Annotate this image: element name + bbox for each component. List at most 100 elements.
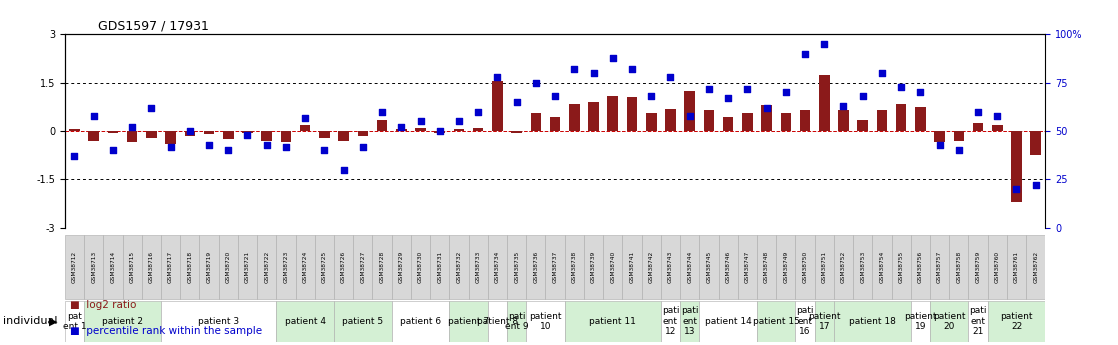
Bar — [146, 131, 157, 138]
Bar — [126, 131, 138, 142]
Text: pati
ent
16: pati ent 16 — [796, 306, 814, 336]
Text: GSM38721: GSM38721 — [245, 250, 250, 283]
Point — [411, 119, 429, 124]
Bar — [262, 131, 272, 141]
Bar — [238, 235, 257, 299]
Bar — [165, 131, 176, 144]
Point — [430, 128, 448, 134]
Text: GSM38751: GSM38751 — [822, 250, 826, 283]
Bar — [872, 235, 891, 299]
Point — [623, 67, 641, 72]
Text: GSM38715: GSM38715 — [130, 250, 134, 283]
Text: GSM38717: GSM38717 — [168, 250, 173, 283]
Text: GSM38762: GSM38762 — [1033, 250, 1039, 283]
Text: pati
ent
13: pati ent 13 — [681, 306, 699, 336]
Text: GSM38756: GSM38756 — [918, 250, 922, 283]
Text: GSM38730: GSM38730 — [418, 250, 423, 283]
Text: patient 15: patient 15 — [752, 317, 799, 326]
Text: GSM38714: GSM38714 — [111, 250, 115, 283]
Bar — [358, 131, 368, 136]
Text: patient
19: patient 19 — [904, 312, 937, 331]
Text: ▶: ▶ — [49, 316, 58, 326]
Point — [988, 113, 1006, 118]
Bar — [103, 235, 123, 299]
Bar — [315, 235, 334, 299]
Bar — [757, 301, 795, 342]
Bar — [449, 235, 468, 299]
Text: patient
10: patient 10 — [529, 312, 561, 331]
Text: GSM38727: GSM38727 — [360, 250, 366, 283]
Bar — [954, 131, 964, 141]
Point — [815, 41, 833, 47]
Text: patient 7: patient 7 — [448, 317, 490, 326]
Bar — [930, 235, 949, 299]
Text: GSM38716: GSM38716 — [149, 251, 154, 283]
Text: GSM38754: GSM38754 — [880, 250, 884, 283]
Text: GSM38738: GSM38738 — [571, 250, 577, 283]
Point — [834, 103, 852, 109]
Text: GSM38726: GSM38726 — [341, 250, 347, 283]
Text: GSM38744: GSM38744 — [688, 250, 692, 283]
Bar — [949, 235, 968, 299]
Bar — [703, 110, 714, 131]
Text: GSM38739: GSM38739 — [591, 250, 596, 283]
Bar — [838, 110, 849, 131]
Text: GSM38740: GSM38740 — [610, 250, 615, 283]
Text: GSM38736: GSM38736 — [533, 250, 539, 283]
Bar — [473, 128, 483, 131]
Bar — [987, 301, 1045, 342]
Point — [334, 167, 352, 172]
Bar — [69, 129, 79, 131]
Bar — [508, 235, 527, 299]
Bar — [281, 131, 291, 142]
Point — [181, 128, 199, 134]
Bar — [776, 235, 795, 299]
Bar — [65, 235, 84, 299]
Bar — [107, 131, 119, 133]
Point — [930, 142, 948, 147]
Bar — [992, 125, 1003, 131]
Text: GSM38752: GSM38752 — [841, 250, 846, 283]
Bar — [853, 235, 872, 299]
Bar — [257, 235, 276, 299]
Point — [104, 148, 122, 153]
Text: patient 6: patient 6 — [400, 317, 442, 326]
Bar — [531, 114, 541, 131]
Bar — [661, 301, 680, 342]
Text: GSM38720: GSM38720 — [226, 250, 230, 283]
Text: GSM38722: GSM38722 — [264, 250, 269, 283]
Point — [296, 115, 314, 120]
Bar — [319, 131, 330, 138]
Bar — [815, 301, 834, 342]
Point — [662, 74, 680, 80]
Point — [681, 113, 699, 118]
Text: GSM38760: GSM38760 — [995, 250, 999, 283]
Point — [892, 84, 910, 89]
Text: GSM38737: GSM38737 — [552, 250, 558, 283]
Bar — [719, 235, 738, 299]
Text: GSM38745: GSM38745 — [707, 250, 711, 283]
Bar — [661, 235, 680, 299]
Point — [969, 109, 987, 115]
Text: GSM38753: GSM38753 — [860, 250, 865, 283]
Bar — [684, 91, 695, 131]
Text: patient 14: patient 14 — [704, 317, 751, 326]
Bar — [334, 235, 353, 299]
Point — [451, 119, 468, 124]
Bar — [761, 105, 771, 131]
Text: patient 8: patient 8 — [477, 317, 518, 326]
Bar — [819, 75, 830, 131]
Text: GSM38743: GSM38743 — [667, 250, 673, 283]
Point — [1007, 186, 1025, 192]
Bar — [339, 131, 349, 141]
Bar — [180, 235, 199, 299]
Text: ■  log2 ratio: ■ log2 ratio — [70, 300, 136, 310]
Bar — [449, 301, 487, 342]
Text: ■  percentile rank within the sample: ■ percentile rank within the sample — [70, 326, 263, 336]
Text: GSM38712: GSM38712 — [72, 250, 77, 283]
Bar — [623, 235, 642, 299]
Point — [873, 70, 891, 76]
Point — [758, 105, 776, 111]
Bar — [372, 235, 391, 299]
Bar — [877, 110, 888, 131]
